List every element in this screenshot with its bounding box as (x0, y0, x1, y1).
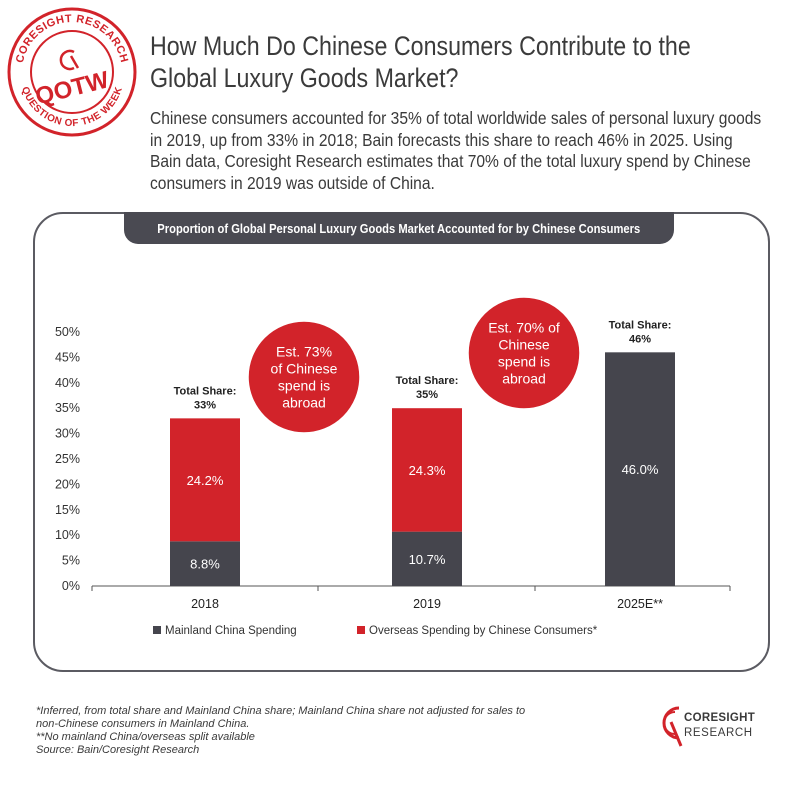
total-share-label: Total Share: (174, 385, 237, 397)
data-label: 10.7% (409, 552, 446, 567)
y-tick-label: 15% (55, 503, 80, 517)
x-tick-label: 2018 (191, 597, 219, 611)
chart-title: Proportion of Global Personal Luxury Goo… (157, 220, 641, 236)
callout-text: spend is (278, 378, 330, 394)
y-tick-label: 0% (62, 579, 80, 593)
page-subtitle: Chinese consumers accounted for 35% of t… (150, 108, 762, 193)
footnote: *Inferred, from total share and Mainland… (36, 705, 526, 717)
y-tick-label: 5% (62, 554, 80, 568)
y-tick-label: 35% (55, 401, 80, 415)
stamp-logo-icon (59, 49, 80, 71)
legend-swatch (357, 626, 365, 634)
logo-line2: RESEARCH (684, 727, 753, 739)
callout-text: abroad (282, 395, 326, 411)
callout-text: Est. 70% of (488, 320, 560, 336)
coresight-logo: CORESIGHT RESEARCH (661, 704, 781, 750)
bar-segment (170, 418, 240, 542)
y-tick-label: 25% (55, 452, 80, 466)
qotw-stamp: CORESIGHT RESEARCH QUESTION OF THE WEEK … (7, 7, 137, 137)
bar-segment (170, 541, 240, 586)
callout-text: spend is (498, 354, 550, 370)
bar-segment (392, 531, 462, 586)
callout-text: Chinese (498, 337, 550, 353)
data-label: 24.2% (187, 473, 224, 488)
coresight-logo-icon (662, 706, 683, 747)
source-note: Source: Bain/Coresight Research (36, 744, 200, 756)
data-label: 8.8% (190, 557, 220, 572)
callout-text: of Chinese (271, 361, 338, 377)
callout-bubble (247, 320, 361, 434)
legend-swatch (153, 626, 161, 634)
data-label: 46.0% (622, 462, 659, 477)
total-share-value: 46% (629, 333, 651, 345)
total-share-value: 35% (416, 389, 438, 401)
page-title: How Much Do Chinese Consumers Contribute… (150, 31, 691, 93)
y-tick-label: 20% (55, 477, 80, 491)
logo-line1: CORESIGHT (684, 712, 756, 724)
total-share-label: Total Share: (609, 319, 672, 331)
footnote: **No mainland China/overseas split avail… (36, 731, 255, 743)
callout-text: abroad (502, 371, 546, 387)
footnotes: *Inferred, from total share and Mainland… (36, 705, 596, 757)
legend-label: Mainland China Spending (165, 625, 297, 637)
bar-segment (605, 352, 675, 586)
y-tick-label: 40% (55, 376, 80, 390)
total-share-value: 33% (194, 399, 216, 411)
bar-segment (392, 408, 462, 532)
y-tick-label: 10% (55, 528, 80, 542)
y-tick-label: 45% (55, 350, 80, 364)
callout-text: Est. 73% (276, 344, 332, 360)
callout-bubble (467, 296, 581, 410)
footnote: non-Chinese consumers in Mainland China. (36, 718, 250, 730)
data-label: 24.3% (409, 463, 446, 478)
x-tick-label: 2019 (413, 597, 441, 611)
y-tick-label: 50% (55, 325, 80, 339)
x-tick-label: 2025E** (617, 597, 663, 611)
legend-label: Overseas Spending by Chinese Consumers* (369, 625, 598, 637)
chart-title-bar: Proportion of Global Personal Luxury Goo… (124, 212, 674, 244)
y-tick-label: 30% (55, 427, 80, 441)
total-share-label: Total Share: (396, 375, 459, 387)
